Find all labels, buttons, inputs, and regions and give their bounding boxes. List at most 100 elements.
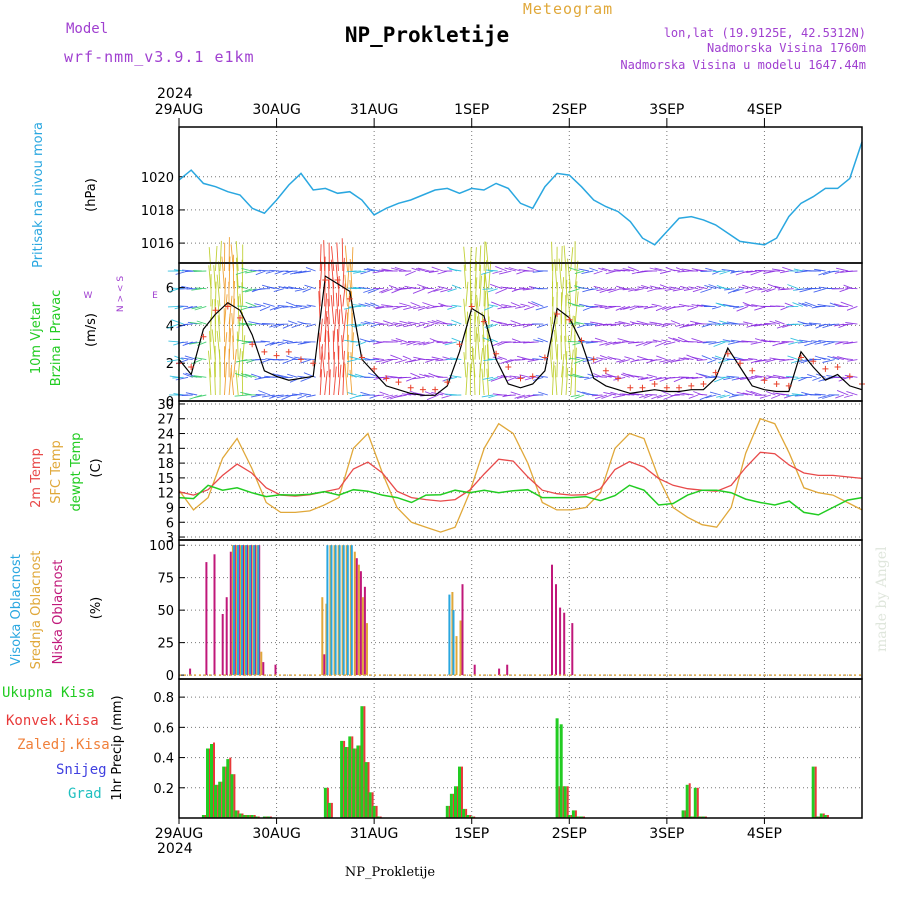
wind-arrow [836,389,849,396]
total-precip-bar [234,810,238,818]
wind-arrow [594,304,608,307]
wind-arrow [242,359,252,362]
wind-arrow [576,390,589,396]
wind-arrow [191,359,202,365]
gust-marker [663,384,670,391]
wind-arrow [324,329,327,360]
wind-arrow [214,281,217,307]
wind-arrow [335,292,339,325]
wind-arrow [574,281,578,307]
cloud-unit-label: (%) [89,597,104,620]
wind-arrow [479,363,481,396]
wind-arrow [527,359,539,362]
wind-arrow [349,369,353,396]
wind-arrow [688,286,699,290]
wind-arrow [451,319,462,325]
wind-arrow [351,247,354,272]
wind-arrow [668,336,681,343]
wind-arrow [168,340,180,343]
wind-arrow [241,267,253,272]
wind-arrow [782,376,794,379]
total-precip-bar [555,718,559,818]
wind-arrow [754,375,767,378]
high-cloud-bar [448,594,451,676]
low-cloud-bar [551,564,553,676]
wind-arrow [761,288,772,293]
wind-arrow [588,393,598,396]
mid-cloud-bar [341,545,344,676]
wind-arrow [659,270,671,274]
wind-arrow [578,287,589,290]
wind-arrow [560,335,562,360]
wind-arrow [300,376,312,382]
wind-arrow [191,288,202,291]
wind-arrow [708,320,721,325]
wind-arrow [492,356,503,361]
wind-arrow [742,284,753,290]
wind-arrow [167,323,180,329]
wind-arrow [780,288,794,291]
wind-arrow [476,333,480,360]
wind-speed-line [178,275,863,396]
gust-marker [383,375,390,382]
wind-arrow [232,335,235,360]
wind-arrow [347,351,350,378]
wind-arrow [573,359,585,364]
wind-arrow [194,305,207,311]
wind-arrow [482,334,485,360]
wind-arrow [287,373,298,378]
wind-arrow [774,320,785,325]
gust-marker [456,341,463,348]
wind-arrow [669,286,680,290]
wind-arrow [615,305,626,311]
mid-cloud-bar [244,545,246,676]
total-precip-bar [693,787,697,818]
wind-arrow [375,359,389,363]
wind-arrow [504,267,517,272]
wind-arrow [551,361,555,396]
high-cloud-bar [330,545,333,676]
conv-precip-bar [822,813,825,818]
wind-arrow [605,270,617,275]
gust-marker [188,363,195,370]
wind-arrow [695,372,708,378]
wind-arrow-field [167,237,858,401]
total-precip-bar [368,792,372,818]
wind-arrow [504,323,516,326]
wind-arrow [437,285,448,290]
wind-arrow [570,367,573,396]
wind-arrow [620,269,630,272]
wind-arrow [352,286,366,290]
gust-marker [200,333,207,340]
wind-arrow [617,338,630,343]
high-cloud-bar [232,545,235,676]
wind-arrow [373,394,384,397]
gust-marker [322,277,329,284]
gust-marker [297,356,304,363]
wind-arrow [495,265,507,272]
wind-arrow [358,303,371,307]
wind-arrow [483,359,494,362]
wind-arrow [342,361,345,396]
wind-arrow [501,304,512,307]
wind-arrow [410,302,421,307]
wind-arrow [663,359,676,364]
wind-arrow [792,302,803,307]
wind-arrow [435,359,448,362]
y-tick-label: 30 [157,398,174,413]
wind-arrow [767,283,781,290]
y-tick-label: 0.4 [153,752,174,767]
wind-arrow [291,393,302,396]
total-precip-bar [811,766,815,818]
wind-arrow [771,394,781,399]
wind-arrow [370,339,380,343]
wind-arrow [696,359,708,361]
wind-arrow [594,394,608,400]
low-cloud-bar [254,545,257,676]
wind-arrow [422,341,435,346]
wind-arrow [399,320,412,325]
wind-arrow [402,355,412,361]
wind-arrow [807,373,817,378]
wind-arrow [591,305,603,309]
high-cloud-bar [249,545,252,676]
